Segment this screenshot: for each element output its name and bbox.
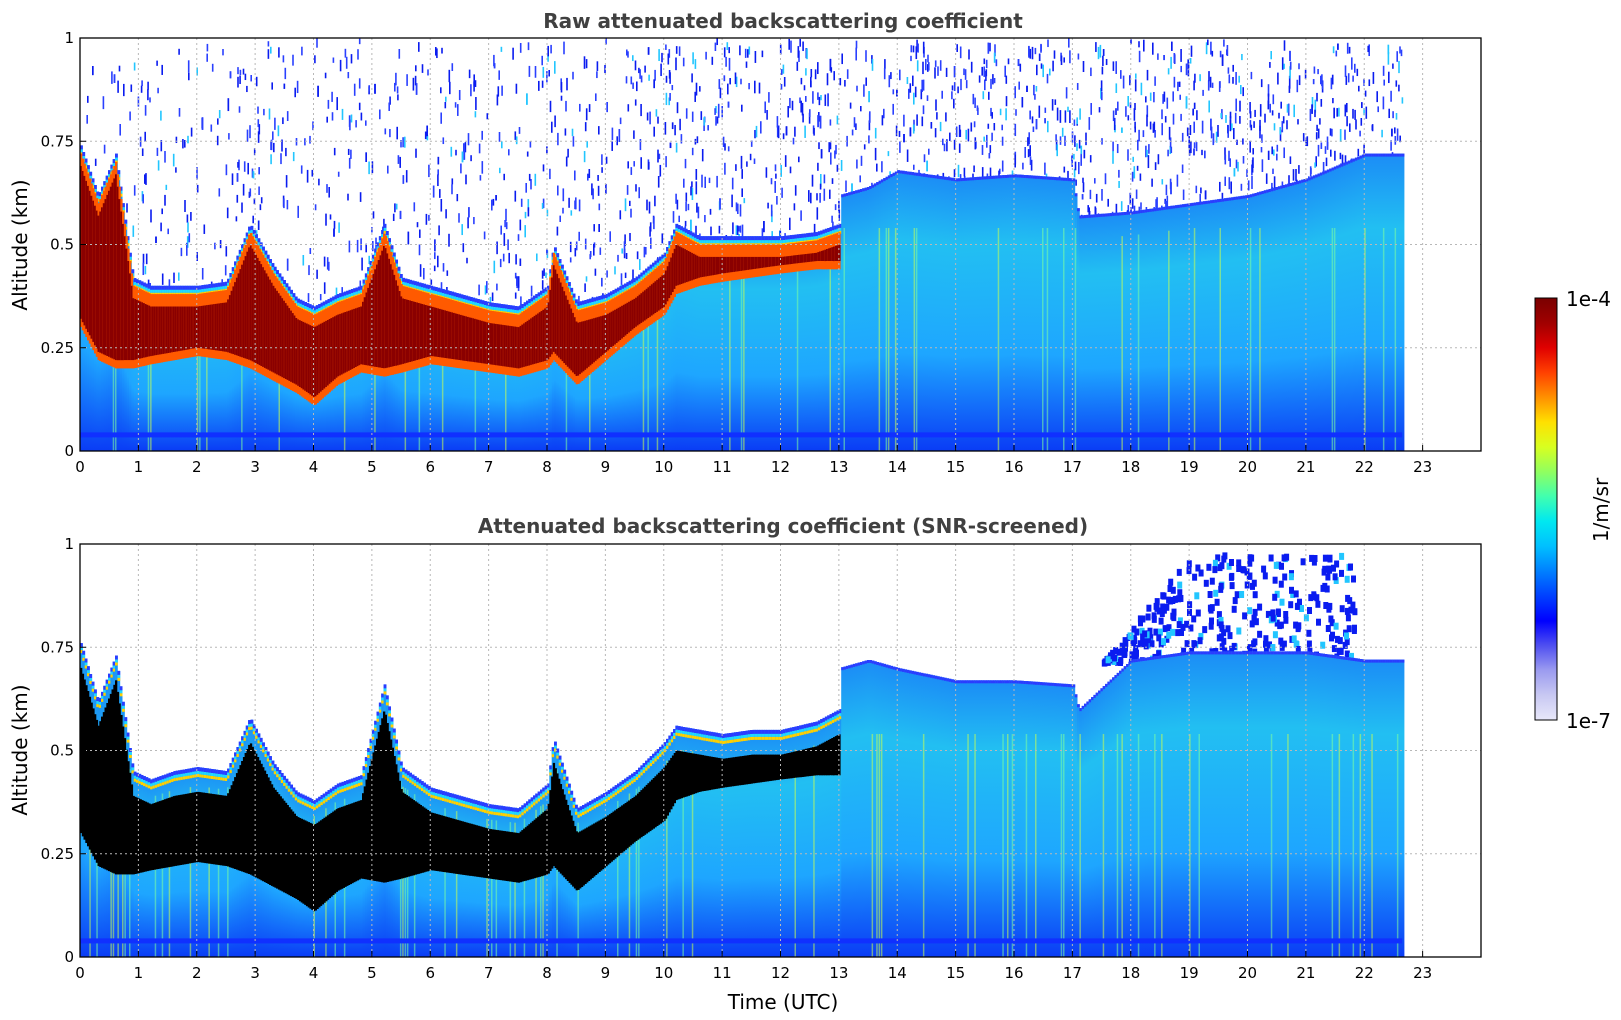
noise-field xyxy=(86,38,1404,310)
x-tick-label: 23 xyxy=(1413,458,1432,476)
x-tick-label: 17 xyxy=(1063,458,1082,476)
raw-y-ticks: 0 0.25 0.5 0.75 1 xyxy=(41,29,86,460)
x-tick-label: 11 xyxy=(713,458,732,476)
x-tick-label: 6 xyxy=(425,964,435,982)
y-tick-label: 1 xyxy=(64,29,74,47)
x-tick-label: 21 xyxy=(1296,964,1315,982)
screened-gridlines xyxy=(80,544,1481,957)
screened-backscatter-panel: Attenuated backscattering coefficient (S… xyxy=(8,514,1482,1014)
x-tick-label: 5 xyxy=(367,964,377,982)
low-band xyxy=(80,432,1403,438)
y-tick-label: 0 xyxy=(64,442,74,460)
screened-y-ticks: 0 0.25 0.5 0.75 1 xyxy=(41,535,86,966)
x-tick-label: 13 xyxy=(829,458,848,476)
backscatter-columns xyxy=(80,145,1405,451)
x-tick-label: 16 xyxy=(1004,964,1023,982)
x-tick-label: 12 xyxy=(771,458,790,476)
x-tick-label: 8 xyxy=(542,458,552,476)
raw-heatmap xyxy=(80,38,1405,451)
x-tick-label: 9 xyxy=(601,964,611,982)
x-tick-label: 15 xyxy=(946,964,965,982)
x-tick-label: 3 xyxy=(250,964,260,982)
x-tick-label: 20 xyxy=(1238,458,1257,476)
screened-heatmap xyxy=(80,552,1405,957)
colorbar: 1e-4 1e-7 1/m/sr xyxy=(1534,287,1613,733)
x-tick-label: 3 xyxy=(250,458,260,476)
x-tick-label: 1 xyxy=(134,458,144,476)
colorbar-bar xyxy=(1534,297,1558,721)
x-tick-label: 19 xyxy=(1180,458,1199,476)
x-tick-label: 22 xyxy=(1355,458,1374,476)
x-tick-label: 10 xyxy=(654,458,673,476)
raw-panel-title: Raw attenuated backscattering coefficien… xyxy=(543,9,1023,33)
colorbar-min-label: 1e-7 xyxy=(1566,709,1611,733)
x-tick-label: 9 xyxy=(601,458,611,476)
x-tick-label: 10 xyxy=(654,964,673,982)
colorbar-max-label: 1e-4 xyxy=(1566,287,1611,311)
x-tick-label: 11 xyxy=(713,964,732,982)
x-tick-label: 8 xyxy=(542,964,552,982)
y-tick-label: 0.75 xyxy=(41,638,74,656)
x-tick-label: 16 xyxy=(1004,458,1023,476)
x-tick-label: 4 xyxy=(309,458,319,476)
x-tick-label: 20 xyxy=(1238,964,1257,982)
y-tick-label: 0 xyxy=(64,948,74,966)
raw-backscatter-panel: Raw attenuated backscattering coefficien… xyxy=(8,9,1482,476)
x-tick-label: 2 xyxy=(192,458,202,476)
x-tick-label: 2 xyxy=(192,964,202,982)
x-tick-label: 13 xyxy=(829,964,848,982)
x-tick-label: 23 xyxy=(1413,964,1432,982)
y-tick-label: 0.25 xyxy=(41,339,74,357)
x-tick-label: 18 xyxy=(1121,964,1140,982)
x-tick-label: 18 xyxy=(1121,458,1140,476)
screened-panel-title: Attenuated backscattering coefficient (S… xyxy=(478,514,1088,538)
dense-layer xyxy=(80,153,841,406)
x-tick-label: 7 xyxy=(484,964,494,982)
x-tick-label: 0 xyxy=(75,964,85,982)
x-tick-label: 22 xyxy=(1355,964,1374,982)
y-tick-label: 0.75 xyxy=(41,132,74,150)
colorbar-unit-label: 1/m/sr xyxy=(1589,477,1613,542)
screened-speckles xyxy=(1101,552,1358,667)
screened-x-ticks: 0 1 2 3 4 5 6 7 8 9 10 11 12 13 14 15 16 17 18 19 20 21 22 23 xyxy=(75,951,1432,982)
x-tick-label: 14 xyxy=(888,964,907,982)
x-tick-label: 15 xyxy=(946,458,965,476)
low-band xyxy=(80,938,1403,944)
raw-x-ticks: 0 1 2 3 4 5 6 7 8 9 10 11 12 13 14 15 16 17 18 19 20 21 22 23 xyxy=(75,445,1432,476)
x-tick-label: 14 xyxy=(888,458,907,476)
x-tick-label: 1 xyxy=(134,964,144,982)
x-tick-label: 6 xyxy=(425,458,435,476)
x-tick-label: 17 xyxy=(1063,964,1082,982)
x-tick-label: 21 xyxy=(1296,458,1315,476)
x-tick-label: 19 xyxy=(1180,964,1199,982)
x-tick-label: 0 xyxy=(75,458,85,476)
y-tick-label: 0.5 xyxy=(50,236,74,254)
x-axis-label: Time (UTC) xyxy=(727,990,839,1014)
x-tick-label: 4 xyxy=(309,964,319,982)
y-tick-label: 0.25 xyxy=(41,845,74,863)
y-tick-label: 0.5 xyxy=(50,742,74,760)
x-tick-label: 12 xyxy=(771,964,790,982)
x-tick-label: 7 xyxy=(484,458,494,476)
x-tick-label: 5 xyxy=(367,458,377,476)
raw-y-axis-label: Altitude (km) xyxy=(8,179,32,310)
screened-y-axis-label: Altitude (km) xyxy=(8,684,32,815)
y-tick-label: 1 xyxy=(64,535,74,553)
raw-gridlines xyxy=(80,38,1481,451)
